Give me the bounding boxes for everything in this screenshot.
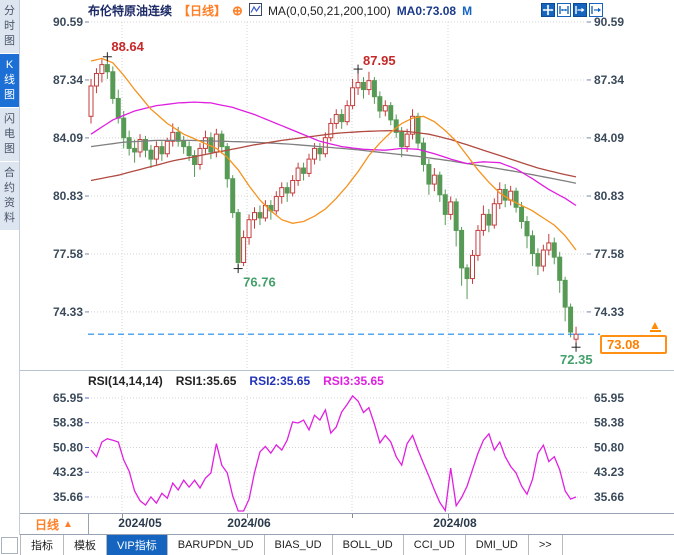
svg-text:74.33: 74.33 [53, 305, 83, 319]
footer-tab-cci[interactable]: CCI_UD [404, 535, 466, 555]
period-label: 日线 [35, 517, 60, 532]
svg-text:90.59: 90.59 [594, 15, 624, 29]
svg-text:80.83: 80.83 [53, 189, 83, 203]
sidebar-item-flash-chart[interactable]: 闪 电 图 [0, 108, 19, 162]
svg-text:77.58: 77.58 [594, 247, 624, 261]
period-selector[interactable]: 日线 ▲ [20, 514, 89, 534]
rsi-header: RSI(14,14,14) RSI1:35.65 RSI2:35.65 RSI3:35… [88, 374, 384, 388]
svg-text:80.83: 80.83 [594, 189, 624, 203]
svg-text:74.33: 74.33 [594, 305, 624, 319]
svg-text:65.95: 65.95 [53, 391, 83, 405]
rsi-series-label-2: RSI2:35.65 [249, 374, 311, 388]
svg-text:50.80: 50.80 [594, 441, 624, 455]
sidebar-item-contract-info[interactable]: 合 约 资 料 [0, 162, 19, 231]
svg-text:90.59: 90.59 [53, 15, 83, 29]
xaxis-label: 2024/06 [227, 516, 271, 530]
zoom-in-icon[interactable] [573, 3, 587, 17]
xaxis-row: 日线 ▲ 2024/05 2024/06 2024/08 [20, 513, 674, 535]
svg-text:77.58: 77.58 [53, 247, 83, 261]
main-area: 布伦特原油连续 【日线】 ⊕ MA(0,0,50,21,200,100) MA0… [20, 0, 674, 555]
svg-text:35.66: 35.66 [53, 490, 83, 504]
footer-tab-vip-indicator[interactable]: VIP指标 [107, 535, 168, 555]
svg-text:35.66: 35.66 [594, 490, 624, 504]
mini-chart-icon [248, 2, 262, 19]
svg-text:84.09: 84.09 [594, 131, 624, 145]
footer-toolbar: 指标 模板 VIP指标 BARUPDN_UD BIAS_UD BOLL_UD CCI_UD D… [20, 535, 674, 555]
ma-extra-label: M [462, 3, 473, 18]
xaxis-label: 2024/05 [118, 516, 162, 530]
svg-text:88.64: 88.64 [111, 39, 144, 54]
footer-tab-dmi[interactable]: DMI_UD [466, 535, 529, 555]
svg-text:87.95: 87.95 [363, 53, 396, 68]
sidebar-item-time-chart[interactable]: 分 时 图 [0, 0, 19, 54]
svg-text:43.23: 43.23 [594, 465, 624, 479]
svg-text:87.34: 87.34 [594, 73, 624, 87]
xaxis-tick [122, 514, 123, 518]
symbol-title: 布伦特原油连续 [88, 4, 173, 18]
xaxis-tick [448, 514, 449, 518]
last-price-tag: 73.08 [600, 335, 667, 355]
export-icon[interactable] [589, 3, 603, 17]
ma-params-label: MA(0,0,50,21,200,100) [267, 3, 391, 18]
rsi-params-label: RSI(14,14,14) [88, 374, 163, 388]
footer-tab-indicator[interactable]: 指标 [21, 535, 64, 555]
footer-tab-bias[interactable]: BIAS_UD [265, 535, 333, 555]
footer-tab-boll[interactable]: BOLL_UD [333, 535, 404, 555]
corner-box [1, 537, 18, 554]
ma-value-label: MA0:73.08 [396, 3, 457, 18]
svg-text:50.80: 50.80 [53, 441, 83, 455]
expand-arrow-icon[interactable]: ▲ [649, 318, 661, 333]
rsi-series-label-1: RSI1:35.65 [175, 374, 237, 388]
price-rsi-chart[interactable]: 90.59 90.59 87.34 87.34 84.09 84.09 80.83 80.83… [20, 0, 674, 513]
svg-text:84.09: 84.09 [53, 131, 83, 145]
add-indicator-icon[interactable]: ⊕ [232, 2, 243, 18]
zoom-out-icon[interactable] [557, 3, 571, 17]
svg-text:87.34: 87.34 [53, 73, 83, 87]
xaxis-label: 2024/08 [433, 516, 477, 530]
sidebar-item-kline-chart[interactable]: K 线 图 [0, 54, 19, 108]
footer-tab-more[interactable]: >> [529, 535, 563, 555]
rsi-series-label-3: RSI3:35.65 [323, 374, 384, 388]
svg-text:76.76: 76.76 [243, 275, 276, 290]
svg-text:43.23: 43.23 [53, 465, 83, 479]
xaxis-tick [247, 514, 248, 518]
svg-text:65.95: 65.95 [594, 391, 624, 405]
footer-tab-barupdn[interactable]: BARUPDN_UD [168, 535, 265, 555]
chart-header: 布伦特原油连续 【日线】 ⊕ MA(0,0,50,21,200,100) MA0… [88, 2, 472, 19]
svg-text:72.35: 72.35 [560, 352, 593, 367]
xaxis-tick [352, 514, 353, 518]
footer-tab-template[interactable]: 模板 [64, 535, 107, 555]
pane-separator [20, 370, 674, 371]
chart-toolbar-icons [541, 3, 603, 17]
period-arrow-icon: ▲ [63, 518, 73, 530]
pan-icon[interactable] [541, 3, 555, 17]
period-tag[interactable]: 【日线】 [178, 4, 227, 18]
svg-text:58.38: 58.38 [53, 416, 83, 430]
svg-text:58.38: 58.38 [594, 416, 624, 430]
